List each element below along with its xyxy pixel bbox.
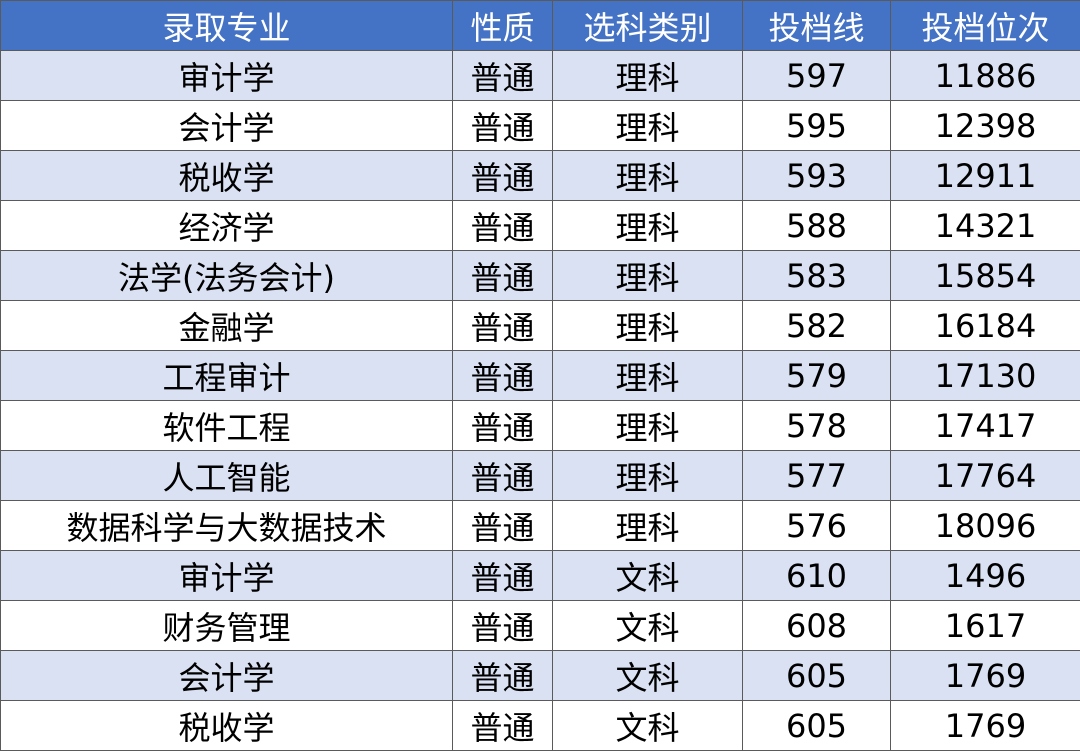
cell-cutoff-rank: 1496 [891,551,1080,601]
cell-type: 普通 [453,601,553,651]
cell-cutoff-score: 582 [743,301,891,351]
cell-type: 普通 [453,651,553,701]
cell-type: 普通 [453,301,553,351]
cell-cutoff-rank: 17764 [891,451,1080,501]
cell-major: 税收学 [1,151,453,201]
cell-cutoff-score: 576 [743,501,891,551]
cell-subject-category: 理科 [553,401,743,451]
cell-major: 审计学 [1,551,453,601]
cell-cutoff-rank: 1617 [891,601,1080,651]
cell-cutoff-rank: 17130 [891,351,1080,401]
cell-type: 普通 [453,551,553,601]
cell-subject-category: 文科 [553,651,743,701]
cell-subject-category: 理科 [553,151,743,201]
cell-cutoff-rank: 17417 [891,401,1080,451]
cell-major: 工程审计 [1,351,453,401]
cell-subject-category: 理科 [553,351,743,401]
cell-subject-category: 文科 [553,601,743,651]
cell-subject-category: 理科 [553,301,743,351]
cell-cutoff-score: 583 [743,251,891,301]
cell-type: 普通 [453,101,553,151]
header-major: 录取专业 [1,1,453,51]
cell-cutoff-score: 588 [743,201,891,251]
cell-cutoff-rank: 12911 [891,151,1080,201]
cell-cutoff-rank: 16184 [891,301,1080,351]
cell-cutoff-score: 605 [743,651,891,701]
cell-cutoff-rank: 11886 [891,51,1080,101]
cell-cutoff-score: 577 [743,451,891,501]
cell-major: 财务管理 [1,601,453,651]
cell-major: 会计学 [1,651,453,701]
cell-cutoff-score: 605 [743,701,891,751]
cell-cutoff-score: 595 [743,101,891,151]
header-subject-category: 选科类别 [553,1,743,51]
cell-major: 会计学 [1,101,453,151]
cell-subject-category: 理科 [553,101,743,151]
cell-subject-category: 理科 [553,501,743,551]
cell-type: 普通 [453,251,553,301]
cell-cutoff-rank: 12398 [891,101,1080,151]
cell-cutoff-rank: 15854 [891,251,1080,301]
cell-subject-category: 理科 [553,201,743,251]
cell-major: 人工智能 [1,451,453,501]
header-cutoff-score: 投档线 [743,1,891,51]
cell-cutoff-score: 610 [743,551,891,601]
header-cutoff-rank: 投档位次 [891,1,1080,51]
header-type: 性质 [453,1,553,51]
cell-cutoff-rank: 14321 [891,201,1080,251]
cell-type: 普通 [453,451,553,501]
cell-major: 数据科学与大数据技术 [1,501,453,551]
cell-subject-category: 文科 [553,701,743,751]
cell-subject-category: 理科 [553,451,743,501]
cell-cutoff-rank: 1769 [891,701,1080,751]
cell-type: 普通 [453,201,553,251]
cell-subject-category: 理科 [553,51,743,101]
cell-major: 经济学 [1,201,453,251]
cell-cutoff-rank: 1769 [891,651,1080,701]
cell-cutoff-score: 597 [743,51,891,101]
cell-major: 法学(法务会计) [1,251,453,301]
cell-type: 普通 [453,501,553,551]
header-row: 录取专业 性质 选科类别 投档线 投档位次 [1,1,1080,51]
cell-major: 审计学 [1,51,453,101]
cell-major: 税收学 [1,701,453,751]
cell-type: 普通 [453,351,553,401]
cell-cutoff-score: 593 [743,151,891,201]
cell-type: 普通 [453,701,553,751]
cell-major: 软件工程 [1,401,453,451]
cell-major: 金融学 [1,301,453,351]
cell-subject-category: 文科 [553,551,743,601]
cell-cutoff-score: 578 [743,401,891,451]
cell-cutoff-score: 579 [743,351,891,401]
cell-type: 普通 [453,51,553,101]
cell-cutoff-score: 608 [743,601,891,651]
cell-cutoff-rank: 18096 [891,501,1080,551]
cell-type: 普通 [453,151,553,201]
cell-subject-category: 理科 [553,251,743,301]
cell-type: 普通 [453,401,553,451]
